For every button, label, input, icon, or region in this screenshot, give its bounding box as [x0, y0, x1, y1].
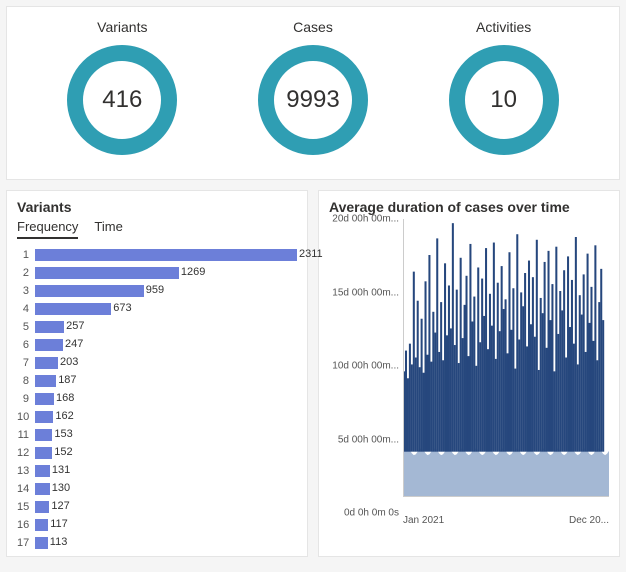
variant-bar: 127 — [35, 501, 297, 513]
kpi-activities: Activities 10 — [449, 19, 559, 155]
variant-value: 187 — [58, 374, 76, 386]
variant-index: 10 — [17, 411, 35, 423]
variant-bar: 153 — [35, 429, 297, 441]
x-tick: Jan 2021 — [403, 515, 444, 529]
variant-index: 15 — [17, 501, 35, 513]
variant-value: 130 — [52, 482, 70, 494]
variant-row[interactable]: 5 257 — [17, 319, 297, 334]
variant-row[interactable]: 13 131 — [17, 463, 297, 478]
variant-row[interactable]: 10 162 — [17, 409, 297, 424]
variant-bar: 168 — [35, 393, 297, 405]
variant-value: 152 — [54, 446, 72, 458]
variant-index: 16 — [17, 519, 35, 531]
variant-bar: 117 — [35, 519, 297, 531]
variant-bar: 113 — [35, 537, 297, 549]
variant-value: 959 — [146, 284, 164, 296]
variant-bar: 162 — [35, 411, 297, 423]
variant-row[interactable]: 15 127 — [17, 499, 297, 514]
variant-index: 14 — [17, 483, 35, 495]
variant-index: 11 — [17, 429, 35, 441]
variant-value: 247 — [65, 338, 83, 350]
variant-value: 257 — [66, 320, 84, 332]
variant-bar: 959 — [35, 285, 297, 297]
duration-chart: 20d 00h 00m...15d 00h 00m...10d 00h 00m.… — [329, 219, 609, 529]
tab-time[interactable]: Time — [94, 219, 122, 239]
y-tick: 5d 00h 00m... — [338, 434, 399, 445]
variants-panel: Variants FrequencyTime 12311212693959467… — [6, 190, 308, 557]
kpi-row: Variants 416 Cases 9993 Activities 10 — [6, 6, 620, 180]
kpi-variants: Variants 416 — [67, 19, 177, 155]
y-tick: 15d 00h 00m... — [332, 287, 399, 298]
variant-bar: 257 — [35, 321, 297, 333]
variant-row[interactable]: 7 203 — [17, 355, 297, 370]
variant-row[interactable]: 6 247 — [17, 337, 297, 352]
variant-value: 203 — [60, 356, 78, 368]
variant-row[interactable]: 8 187 — [17, 373, 297, 388]
variant-row[interactable]: 3 959 — [17, 283, 297, 298]
variant-bar: 187 — [35, 375, 297, 387]
variants-tabs: Frequency Time — [17, 219, 297, 239]
variant-index: 6 — [17, 339, 35, 351]
variant-bar: 131 — [35, 465, 297, 477]
kpi-label: Activities — [476, 19, 531, 35]
tab-frequency[interactable]: Frequency — [17, 219, 78, 239]
kpi-donut: 9993 — [258, 45, 368, 155]
variant-value: 117 — [50, 518, 68, 530]
variant-value: 127 — [51, 500, 69, 512]
variants-title: Variants — [17, 199, 297, 215]
kpi-value: 10 — [449, 45, 559, 155]
variant-index: 8 — [17, 375, 35, 387]
variant-row[interactable]: 16 117 — [17, 517, 297, 532]
variant-value: 153 — [54, 428, 72, 440]
variant-index: 5 — [17, 321, 35, 333]
variant-bar: 673 — [35, 303, 297, 315]
variant-bar: 152 — [35, 447, 297, 459]
variant-index: 17 — [17, 537, 35, 549]
variant-value: 673 — [113, 302, 131, 314]
variant-value: 2311 — [299, 248, 323, 260]
variant-index: 9 — [17, 393, 35, 405]
kpi-value: 9993 — [258, 45, 368, 155]
variant-index: 2 — [17, 267, 35, 279]
kpi-donut: 10 — [449, 45, 559, 155]
variants-bars: 1231121269395946735257624772038187916810… — [17, 247, 297, 550]
kpi-donut: 416 — [67, 45, 177, 155]
variant-bar: 2311 — [35, 249, 297, 261]
variant-index: 12 — [17, 447, 35, 459]
duration-panel: Average duration of cases over time 20d … — [318, 190, 620, 557]
variant-value: 162 — [55, 410, 73, 422]
variant-index: 4 — [17, 303, 35, 315]
variant-value: 113 — [50, 536, 68, 548]
variant-value: 1269 — [181, 266, 205, 278]
variant-row[interactable]: 2 1269 — [17, 265, 297, 280]
variant-row[interactable]: 12311 — [17, 247, 297, 262]
variant-index: 7 — [17, 357, 35, 369]
variant-row[interactable]: 17 113 — [17, 535, 297, 550]
variant-value: 131 — [52, 464, 70, 476]
kpi-label: Cases — [293, 19, 333, 35]
kpi-cases: Cases 9993 — [258, 19, 368, 155]
x-tick: Dec 20... — [569, 515, 609, 529]
variant-row[interactable]: 14 130 — [17, 481, 297, 496]
y-tick: 20d 00h 00m... — [332, 214, 399, 225]
variant-index: 3 — [17, 285, 35, 297]
variant-row[interactable]: 4 673 — [17, 301, 297, 316]
y-tick: 10d 00h 00m... — [332, 361, 399, 372]
kpi-label: Variants — [97, 19, 147, 35]
variant-bar: 247 — [35, 339, 297, 351]
duration-plot — [403, 219, 609, 497]
variant-row[interactable]: 9 168 — [17, 391, 297, 406]
variant-index: 13 — [17, 465, 35, 477]
variant-bar: 1269 — [35, 267, 297, 279]
kpi-value: 416 — [67, 45, 177, 155]
variant-index: 1 — [17, 249, 35, 261]
variant-row[interactable]: 12 152 — [17, 445, 297, 460]
variant-value: 168 — [56, 392, 74, 404]
y-tick: 0d 0h 0m 0s — [344, 508, 399, 519]
variant-bar: 203 — [35, 357, 297, 369]
variant-bar: 130 — [35, 483, 297, 495]
variant-row[interactable]: 11 153 — [17, 427, 297, 442]
